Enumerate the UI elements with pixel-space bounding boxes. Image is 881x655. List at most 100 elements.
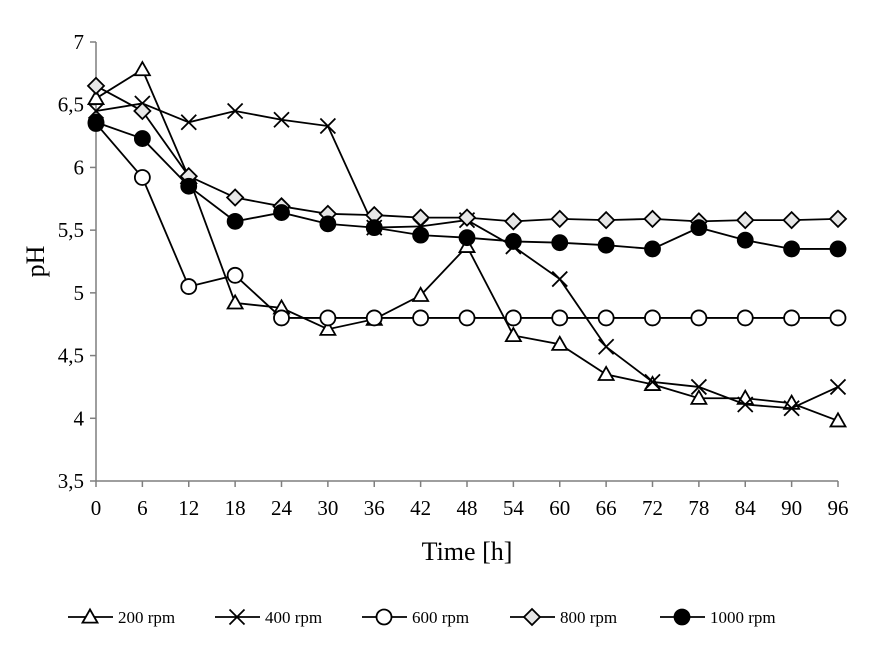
x-tick-label: 84	[735, 496, 757, 520]
data-point-600-rpm	[319, 309, 337, 327]
data-point-800-rpm	[457, 208, 477, 227]
x-tick-label: 72	[642, 496, 663, 520]
data-point-400-rpm	[180, 114, 197, 131]
data-point-400-rpm	[644, 373, 661, 391]
y-tick-label: 5	[74, 281, 85, 305]
x-tick-label: 78	[688, 496, 709, 520]
data-point-1000-rpm	[273, 204, 290, 221]
y-tick-label: 6,5	[58, 93, 84, 117]
series-line-400-rpm	[95, 102, 839, 410]
data-point-200-rpm	[689, 388, 708, 405]
x-tick-label: 30	[317, 496, 338, 520]
data-point-1000-rpm	[87, 113, 105, 131]
data-point-1000-rpm	[736, 231, 754, 249]
plot-area	[86, 60, 848, 428]
y-tick-label: 6	[74, 155, 85, 179]
data-point-1000-rpm	[458, 229, 476, 247]
data-point-600-rpm	[597, 309, 615, 327]
data-point-600-rpm	[551, 309, 569, 327]
data-point-1000-rpm	[365, 219, 383, 237]
data-point-600-rpm	[690, 309, 708, 327]
data-point-200-rpm	[133, 60, 152, 77]
data-point-200-rpm	[597, 365, 616, 381]
x-tick-label: 36	[364, 496, 385, 520]
data-point-600-rpm	[273, 309, 290, 327]
x-tick-label: 54	[503, 496, 525, 520]
data-point-400-rpm	[597, 338, 615, 355]
y-axis-title: pH	[21, 245, 50, 277]
legend-marker-400-rpm	[228, 608, 246, 626]
series-200-rpm	[86, 60, 848, 428]
data-point-800-rpm	[643, 209, 662, 229]
legend-label-1000-rpm: 1000 rpm	[710, 608, 776, 627]
legend-label-800-rpm: 800 rpm	[560, 608, 617, 627]
data-point-200-rpm	[86, 89, 106, 105]
data-point-1000-rpm	[133, 130, 151, 147]
cross-stroke	[829, 378, 847, 396]
data-point-800-rpm	[504, 212, 523, 231]
x-tick-label: 48	[457, 496, 478, 520]
x-tick-labels: 0 6 12 18 24 30 36 42 48 54 60 66 72 78 84 90 96	[91, 496, 849, 520]
data-point-200-rpm	[828, 411, 848, 428]
data-point-400-rpm	[690, 378, 708, 396]
legend-label-600-rpm: 600 rpm	[412, 608, 469, 627]
legend-marker-800-rpm	[522, 607, 542, 627]
cross-stroke	[597, 338, 615, 355]
data-point-600-rpm	[133, 169, 151, 186]
legend-label-400-rpm: 400 rpm	[265, 608, 322, 627]
x-tick-label: 66	[596, 496, 617, 520]
legend: 200 rpm 400 rpm 600 rpm 800 rpm 1000 rpm	[68, 607, 776, 627]
data-point-400-rpm	[551, 270, 568, 288]
x-tick-label: 60	[549, 496, 570, 520]
data-point-800-rpm	[596, 210, 616, 230]
data-point-600-rpm	[226, 266, 244, 284]
data-point-200-rpm	[226, 293, 245, 310]
x-tick-label: 24	[271, 496, 293, 520]
data-point-400-rpm	[829, 378, 847, 396]
series-1000-rpm	[87, 113, 847, 258]
data-point-600-rpm	[458, 309, 476, 327]
x-tick-label: 96	[828, 496, 849, 520]
data-point-800-rpm	[828, 209, 848, 229]
data-point-1000-rpm	[504, 233, 522, 250]
cross-stroke	[180, 114, 197, 131]
y-tick-labels: 3,5 4 4,5 5 5,5 6 6,5 7	[58, 30, 85, 493]
cross-stroke	[319, 117, 337, 135]
y-tick-label: 3,5	[58, 469, 84, 493]
y-tick-label: 7	[74, 30, 85, 54]
legend-item-600-rpm: 600 rpm	[362, 608, 469, 627]
data-point-600-rpm	[504, 309, 522, 327]
data-point-200-rpm	[411, 286, 430, 302]
data-point-1000-rpm	[783, 240, 801, 258]
x-tick-label: 90	[781, 496, 802, 520]
data-point-800-rpm	[735, 210, 755, 230]
cross-stroke	[273, 111, 290, 128]
data-point-400-rpm	[737, 396, 754, 413]
legend-label-200-rpm: 200 rpm	[118, 608, 175, 627]
data-point-1000-rpm	[597, 236, 615, 254]
cross-stroke	[226, 102, 244, 120]
legend-item-1000-rpm: 1000 rpm	[660, 608, 776, 627]
data-point-1000-rpm	[412, 226, 430, 244]
y-tick-label: 4,5	[58, 344, 84, 368]
data-point-600-rpm	[365, 309, 383, 327]
data-point-400-rpm	[783, 400, 800, 417]
cross-stroke	[690, 378, 708, 396]
x-tick-label: 12	[178, 496, 199, 520]
x-tick-label: 18	[225, 496, 246, 520]
data-point-200-rpm	[318, 319, 337, 336]
series-800-rpm	[86, 76, 848, 231]
data-point-1000-rpm	[644, 240, 661, 258]
data-point-1000-rpm	[226, 212, 244, 230]
data-point-800-rpm	[550, 209, 570, 229]
x-tick-label: 42	[410, 496, 431, 520]
data-point-200-rpm	[550, 334, 569, 351]
data-point-1000-rpm	[829, 240, 847, 258]
data-point-800-rpm	[133, 101, 152, 121]
legend-marker-1000-rpm	[673, 608, 691, 626]
cross-stroke	[783, 400, 800, 417]
y-tick-label: 5,5	[58, 218, 84, 242]
data-point-600-rpm	[829, 309, 847, 327]
data-point-800-rpm	[411, 208, 430, 227]
